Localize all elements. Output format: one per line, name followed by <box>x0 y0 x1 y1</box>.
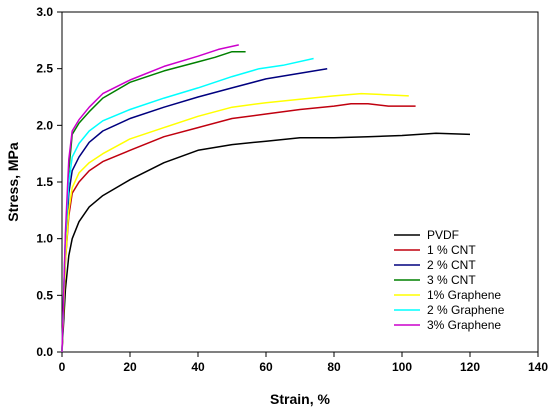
y-tick-label: 0.0 <box>36 345 53 359</box>
legend-label: 1 % CNT <box>427 243 476 257</box>
legend-label: 2 % CNT <box>427 258 476 272</box>
legend-label: 3% Graphene <box>427 318 501 332</box>
series-layer <box>61 44 471 353</box>
y-tick-label: 1.5 <box>36 175 53 189</box>
y-tick-label: 3.0 <box>36 5 53 19</box>
series-line-0 <box>61 132 471 353</box>
series-line-6 <box>61 44 239 353</box>
legend-label: PVDF <box>427 228 459 242</box>
y-tick-label: 2.0 <box>36 118 53 132</box>
x-tick-label: 80 <box>327 360 341 374</box>
x-tick-label: 100 <box>392 360 412 374</box>
x-tick-label: 60 <box>259 360 273 374</box>
series-line-3 <box>61 50 246 353</box>
series-line-4 <box>61 92 409 353</box>
y-axis-title: Stress, MPa <box>5 142 21 222</box>
y-tick-label: 0.5 <box>36 288 53 302</box>
x-tick-label: 120 <box>460 360 480 374</box>
x-tick-label: 140 <box>528 360 548 374</box>
y-tick-label: 1.0 <box>36 232 53 246</box>
legend-label: 1% Graphene <box>427 288 501 302</box>
axis-ticks: 0 20 40 60 80 100 120 140 0.0 0.5 1.0 1.5 2.0 2.5 3.0 <box>36 5 548 374</box>
legend-label: 2 % Graphene <box>427 303 505 317</box>
x-tick-label: 20 <box>123 360 137 374</box>
series-line-1 <box>61 103 416 353</box>
x-tick-label: 40 <box>191 360 205 374</box>
series-line-5 <box>61 57 314 353</box>
series-line-2 <box>61 67 328 353</box>
legend-label: 3 % CNT <box>427 273 476 287</box>
x-axis-title: Strain, % <box>270 391 330 407</box>
y-tick-label: 2.5 <box>36 62 53 76</box>
x-tick-label: 0 <box>59 360 66 374</box>
